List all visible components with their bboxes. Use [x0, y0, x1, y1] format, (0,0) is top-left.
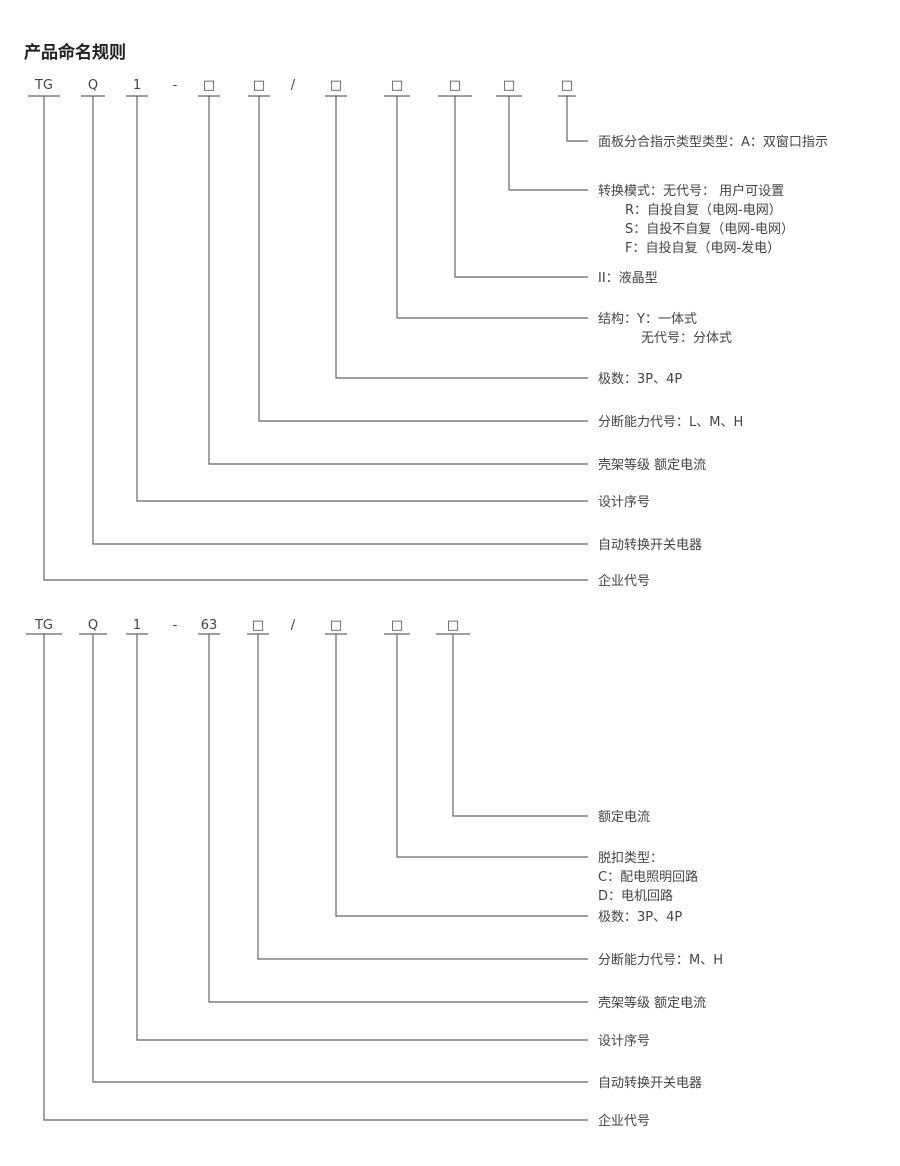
description-label: 无代号：分体式 — [641, 331, 732, 346]
code-segment: □ — [503, 78, 515, 93]
code-segment: □ — [253, 78, 265, 93]
leader-line — [452, 634, 588, 817]
code-segment: □ — [330, 618, 342, 633]
code-segment: □ — [391, 618, 403, 633]
leader-line — [335, 96, 588, 379]
code-segment: / — [291, 78, 296, 93]
description-label: 极数：3P、4P — [598, 910, 682, 925]
description-label: R：自投自复（电网-电网） — [625, 202, 782, 218]
leader-line — [92, 634, 588, 1083]
leader-line — [454, 96, 588, 278]
leader-line — [43, 96, 588, 581]
code-segment: □ — [447, 618, 459, 633]
description-label: F：自投自复（电网-发电） — [625, 240, 780, 256]
code-segment: - — [173, 618, 178, 633]
code-segment: □ — [561, 78, 573, 93]
leader-line — [508, 96, 588, 191]
code-segment: □ — [449, 78, 461, 93]
code-segment: □ — [391, 78, 403, 93]
code-segment: □ — [203, 78, 215, 93]
leader-line — [396, 96, 588, 319]
code-segment: □ — [252, 618, 264, 633]
code-segment: 1 — [133, 618, 141, 633]
description-label: 额定电流 — [598, 810, 650, 825]
description-label: 分断能力代号：M、H — [598, 953, 723, 968]
code-segment: Q — [88, 78, 98, 93]
leader-line — [208, 96, 588, 465]
code-segment: □ — [330, 78, 342, 93]
code-segment: 1 — [133, 78, 141, 93]
description-label: 设计序号 — [598, 495, 650, 510]
description-label: 企业代号 — [598, 1113, 650, 1129]
code-segment: TG — [34, 78, 53, 93]
code-segment: 63 — [201, 618, 218, 633]
code-segment: Q — [88, 618, 98, 633]
description-label: 自动转换开关电器 — [598, 1076, 702, 1091]
page-title: 产品命名规则 — [24, 43, 126, 63]
description-label: 设计序号 — [598, 1034, 650, 1049]
leader-line — [92, 96, 588, 545]
description-label: 自动转换开关电器 — [598, 538, 702, 553]
description-label: D：电机回路 — [598, 888, 673, 904]
description-label: 壳架等级 额定电流 — [598, 457, 706, 473]
description-label: 面板分合指示类型类型：A：双窗口指示 — [598, 134, 828, 150]
code-segment: - — [173, 78, 178, 93]
leader-line — [257, 634, 588, 960]
leader-line — [258, 96, 588, 422]
description-label: S：自投不自复（电网-电网） — [625, 221, 794, 237]
description-label: 脱扣类型： — [598, 851, 663, 866]
leader-line — [566, 96, 588, 142]
code-segment: / — [291, 618, 296, 633]
description-label: 极数：3P、4P — [598, 372, 682, 387]
description-label: 壳架等级 额定电流 — [598, 995, 706, 1011]
leader-line — [396, 634, 588, 858]
description-label: II：液晶型 — [598, 271, 658, 286]
code-segment: TG — [34, 618, 53, 633]
description-label: C：配电照明回路 — [598, 869, 698, 885]
description-label: 结构：Y：一体式 — [598, 312, 697, 327]
leader-line — [208, 634, 588, 1003]
leader-line — [43, 634, 588, 1121]
leader-line — [136, 96, 588, 502]
description-label: 分断能力代号：L、M、H — [598, 415, 743, 430]
leader-line — [335, 634, 588, 917]
description-label: 转换模式：无代号： 用户可设置 — [598, 183, 784, 199]
leader-line — [136, 634, 588, 1041]
description-label: 企业代号 — [598, 573, 650, 589]
